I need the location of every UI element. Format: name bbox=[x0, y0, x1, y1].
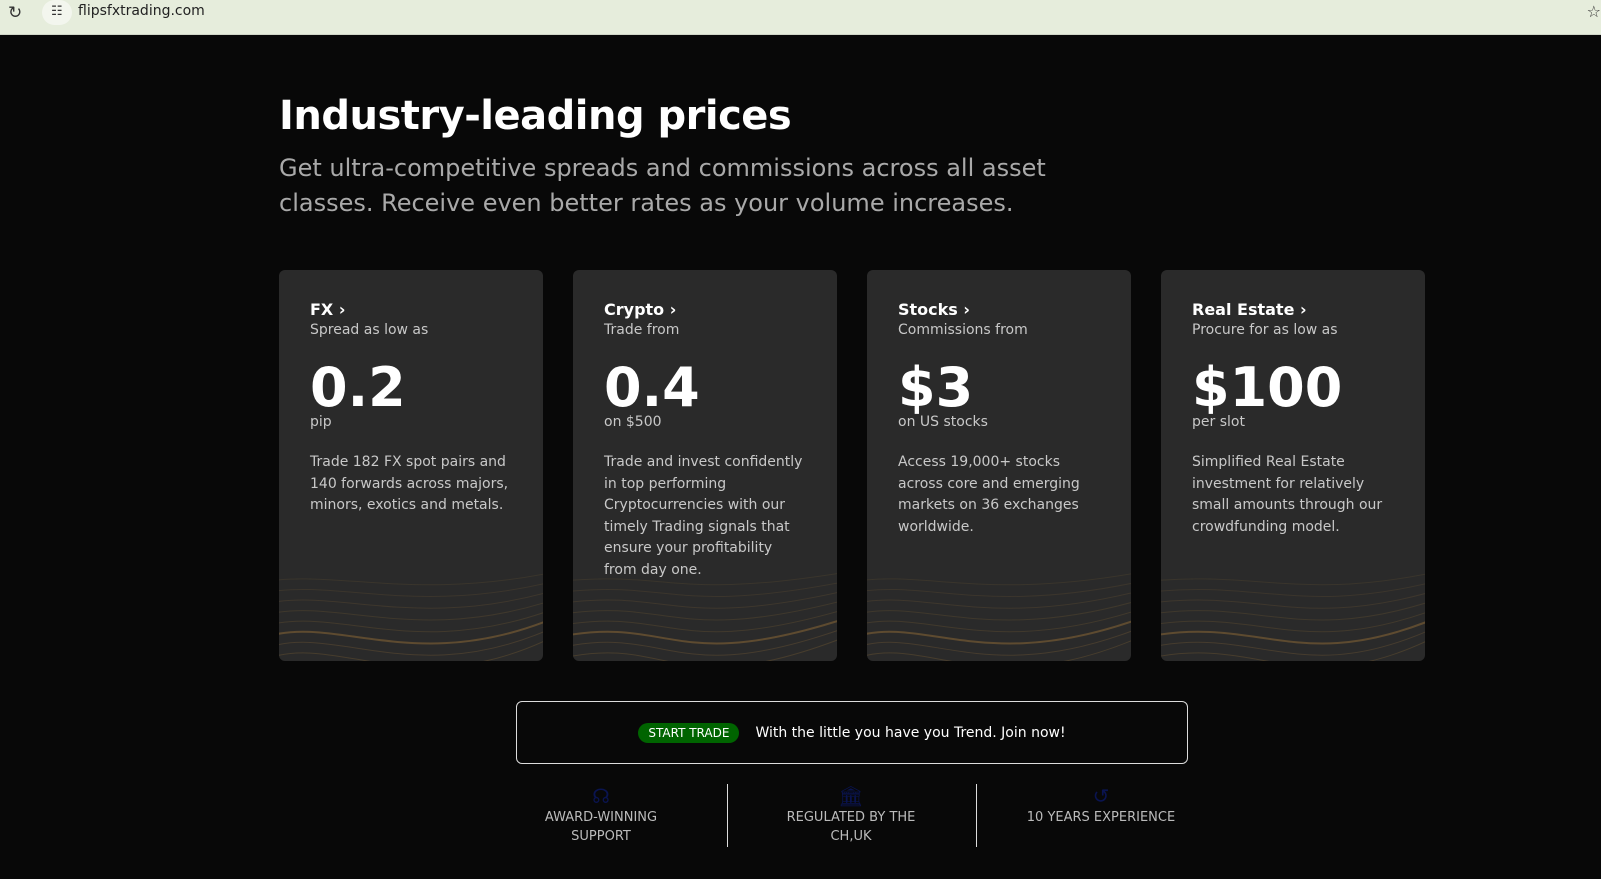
feature-label: REGULATED BY THE CH,UK bbox=[786, 810, 916, 844]
start-trade-button[interactable]: START TRADE bbox=[638, 722, 740, 743]
history-icon: ↺ bbox=[1092, 784, 1110, 808]
wave-line bbox=[573, 611, 837, 633]
wave-decoration bbox=[279, 573, 543, 661]
cta-banner: START TRADE With the little you have you… bbox=[516, 701, 1188, 764]
card-unit: on US stocks bbox=[898, 414, 988, 430]
wave-decoration bbox=[1161, 573, 1425, 661]
wave-line bbox=[867, 630, 1131, 656]
wave-line bbox=[279, 583, 543, 597]
wave-line bbox=[867, 573, 1131, 586]
card-title[interactable]: Real Estate bbox=[1192, 300, 1295, 319]
site-info-button[interactable] bbox=[42, 0, 72, 25]
feature-experience: ↺ 10 YEARS EXPERIENCE bbox=[976, 784, 1226, 827]
card-description: Access 19,000+ stocks across core and em… bbox=[898, 454, 1080, 535]
card-unit: on $500 bbox=[604, 414, 662, 430]
card-description: Simplified Real Estate investment for re… bbox=[1192, 454, 1383, 535]
bank-icon: 🏛︎ bbox=[838, 784, 864, 808]
card-value: 0.2 bbox=[310, 356, 406, 419]
card-title-link[interactable]: Real Estate › bbox=[1192, 300, 1307, 319]
wave-line bbox=[867, 592, 1131, 609]
wave-line bbox=[867, 601, 1131, 621]
wave-line bbox=[573, 620, 837, 645]
card-unit: per slot bbox=[1192, 414, 1245, 430]
wave-line bbox=[867, 620, 1131, 645]
site-settings-icon[interactable]: ☷ bbox=[51, 4, 63, 19]
wave-line bbox=[867, 640, 1131, 661]
card-title[interactable]: Stocks bbox=[898, 300, 958, 319]
wave-line bbox=[1161, 641, 1425, 661]
feature-support: ☊ AWARD-WINNING SUPPORT bbox=[476, 784, 726, 846]
wave-line bbox=[279, 573, 543, 586]
feature-label: AWARD-WINNING SUPPORT bbox=[544, 810, 658, 844]
wave-line bbox=[867, 611, 1131, 633]
card-title-link[interactable]: FX › bbox=[310, 300, 346, 319]
feature-regulated: 🏛︎ REGULATED BY THE CH,UK bbox=[726, 784, 976, 846]
page-subtitle: Get ultra-competitive spreads and commis… bbox=[279, 154, 1046, 217]
wave-line bbox=[867, 582, 1131, 597]
pricing-card-fx: FX › Spread as low as 0.2 pip Trade 182 … bbox=[279, 270, 543, 661]
page-title: Industry-leading prices bbox=[279, 93, 792, 139]
wave-line bbox=[573, 639, 837, 661]
wave-line bbox=[573, 630, 837, 656]
card-unit: pip bbox=[310, 414, 332, 430]
wave-line bbox=[279, 602, 543, 621]
card-description: Trade and invest confidently in top perf… bbox=[604, 454, 803, 578]
wave-line bbox=[1161, 592, 1425, 609]
wave-decoration bbox=[867, 573, 1131, 661]
browser-address-bar: ↻ ☷ flipsfxtrading.com ☆ bbox=[0, 0, 1601, 35]
wave-line bbox=[1161, 602, 1425, 621]
wave-line bbox=[573, 601, 837, 621]
card-value: $3 bbox=[898, 356, 974, 419]
card-caption: Procure for as low as bbox=[1192, 322, 1338, 338]
pricing-card-crypto: Crypto › Trade from 0.4 on $500 Trade an… bbox=[573, 270, 837, 661]
pricing-card-real-estate: Real Estate › Procure for as low as $100… bbox=[1161, 270, 1425, 661]
card-description: Trade 182 FX spot pairs and 140 forwards… bbox=[310, 454, 509, 513]
wave-line bbox=[279, 612, 543, 633]
cta-text: With the little you have you Trend. Join… bbox=[755, 724, 1066, 741]
card-caption: Commissions from bbox=[898, 322, 1028, 338]
wave-line bbox=[279, 592, 543, 609]
feature-label: 10 YEARS EXPERIENCE bbox=[1026, 810, 1176, 825]
wave-line bbox=[573, 582, 837, 597]
url-field[interactable]: flipsfxtrading.com bbox=[78, 3, 205, 19]
card-title-link[interactable]: Crypto › bbox=[604, 300, 677, 319]
card-caption: Trade from bbox=[604, 322, 680, 338]
headset-icon: ☊ bbox=[592, 784, 610, 808]
wave-line bbox=[1161, 612, 1425, 633]
wave-decoration bbox=[573, 573, 837, 661]
wave-line bbox=[1161, 631, 1425, 656]
card-title-link[interactable]: Stocks › bbox=[898, 300, 970, 319]
card-value: 0.4 bbox=[604, 356, 700, 419]
divider bbox=[727, 784, 728, 847]
card-title[interactable]: Crypto bbox=[604, 300, 665, 319]
divider bbox=[976, 784, 977, 847]
wave-line bbox=[1161, 573, 1425, 586]
wave-line bbox=[279, 621, 543, 645]
reload-icon[interactable]: ↻ bbox=[8, 3, 23, 23]
wave-line bbox=[573, 573, 837, 586]
pricing-card-stocks: Stocks › Commissions from $3 on US stock… bbox=[867, 270, 1131, 661]
wave-line bbox=[573, 592, 837, 609]
card-caption: Spread as low as bbox=[310, 322, 429, 338]
card-value: $100 bbox=[1192, 356, 1343, 419]
bookmark-star-icon[interactable]: ☆ bbox=[1586, 2, 1601, 21]
wave-line bbox=[1161, 583, 1425, 597]
wave-line bbox=[279, 631, 543, 656]
card-title[interactable]: FX bbox=[310, 300, 334, 319]
wave-line bbox=[279, 641, 543, 661]
wave-line bbox=[1161, 621, 1425, 645]
